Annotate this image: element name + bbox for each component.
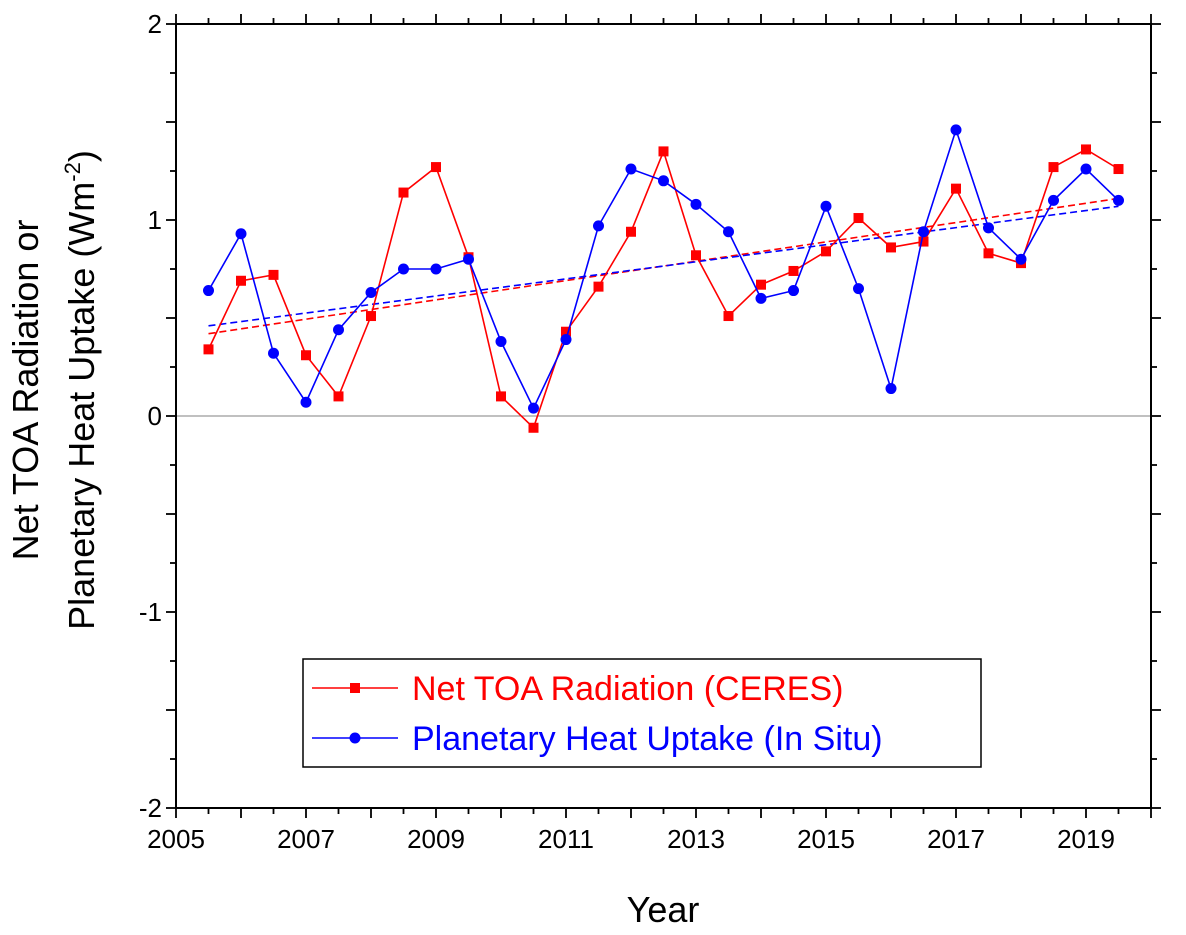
data-point-square: [723, 311, 734, 322]
data-point-square: [398, 187, 409, 198]
data-point-square: [821, 246, 831, 257]
data-point-circle: [365, 287, 377, 299]
data-point-square: [788, 265, 799, 276]
x-tick-label: 2005: [147, 824, 205, 854]
data-point-circle: [203, 285, 214, 297]
data-point-circle: [625, 163, 637, 175]
y-axis-title-line-2: Planetary Heat Uptake (Wm-2): [60, 150, 102, 630]
legend: Net TOA Radiation (CERES) Planetary Heat…: [302, 658, 982, 768]
x-tick-label: 2007: [277, 824, 335, 854]
data-point-circle: [755, 292, 767, 304]
series-line-1: [207, 127, 1120, 411]
data-point-circle: [918, 226, 929, 238]
y-axis-title-end: ): [61, 150, 102, 162]
y-axis-title-superscript: -2: [60, 162, 85, 182]
y-tick-label: 1: [148, 205, 162, 235]
x-tick-label: 2013: [667, 824, 725, 854]
data-point-square: [853, 213, 864, 224]
x-tick-label: 2015: [797, 824, 855, 854]
data-point-square: [236, 275, 246, 286]
data-point-circle: [853, 283, 864, 295]
data-point-square: [333, 391, 344, 402]
data-point-circle: [1113, 194, 1124, 206]
data-point-circle: [1048, 194, 1059, 206]
series-line-0: [207, 148, 1119, 430]
legend-label-insitu: Planetary Heat Uptake (In Situ): [412, 720, 883, 758]
data-point-square: [756, 279, 766, 290]
data-point-circle: [1015, 253, 1027, 265]
data-point-square: [496, 391, 506, 402]
data-point-circle: [658, 175, 669, 187]
data-point-circle: [1080, 163, 1092, 175]
legend-marker-ceres: [350, 683, 360, 693]
data-point-square: [561, 326, 571, 337]
data-point-square: [301, 350, 311, 361]
x-tick-label: 2017: [927, 824, 985, 854]
data-point-circle: [398, 263, 409, 275]
legend-label-ceres: Net TOA Radiation (CERES): [412, 670, 843, 708]
legend-marker-insitu: [349, 732, 361, 744]
y-tick-label: 0: [148, 401, 162, 431]
data-point-square: [886, 242, 896, 253]
data-point-square: [593, 281, 604, 292]
data-point-circle: [560, 334, 572, 346]
data-point-square: [268, 269, 279, 280]
x-tick-label: 2011: [538, 824, 594, 854]
data-point-circle: [333, 324, 344, 336]
x-tick-label: 2009: [407, 824, 465, 854]
data-point-square: [1113, 164, 1124, 175]
y-axis-title: Net TOA Radiation or Planetary Heat Upta…: [5, 150, 102, 630]
data-point-square: [983, 248, 994, 259]
data-point-circle: [983, 222, 994, 234]
y-axis-title-line-1: Net TOA Radiation or: [5, 220, 46, 561]
data-point-square: [1048, 162, 1059, 173]
data-point-circle: [495, 336, 507, 348]
y-tick-label: -1: [139, 597, 162, 627]
data-point-circle: [885, 383, 897, 395]
trend-line-0: [208, 197, 1119, 335]
data-point-circle: [528, 402, 539, 414]
data-point-circle: [463, 253, 474, 265]
x-axis-title: Year: [627, 889, 700, 930]
data-point-circle: [593, 220, 604, 232]
data-point-square: [431, 162, 441, 173]
data-point-square: [528, 422, 539, 433]
data-point-square: [1081, 144, 1091, 155]
data-point-circle: [723, 226, 734, 238]
data-point-circle: [820, 200, 832, 212]
data-point-circle: [300, 396, 312, 408]
legend-box: [302, 658, 982, 768]
data-point-circle: [950, 124, 962, 136]
data-point-square: [691, 250, 701, 261]
data-point-circle: [235, 228, 247, 240]
x-tick-label: 2019: [1057, 824, 1115, 854]
data-point-square: [918, 236, 929, 247]
data-point-square: [951, 183, 961, 194]
data-point-square: [366, 311, 376, 322]
trend-line-1: [208, 205, 1119, 327]
data-point-circle: [788, 285, 799, 297]
y-axis-title-main: Planetary Heat Uptake (Wm: [61, 182, 102, 630]
data-point-circle: [430, 263, 442, 275]
data-point-square: [658, 146, 669, 157]
data-point-circle: [690, 198, 702, 210]
data-point-circle: [268, 347, 279, 359]
y-tick-label: -2: [139, 793, 162, 823]
data-point-square: [626, 226, 636, 237]
y-tick-label: 2: [148, 9, 162, 39]
data-point-square: [203, 344, 214, 355]
